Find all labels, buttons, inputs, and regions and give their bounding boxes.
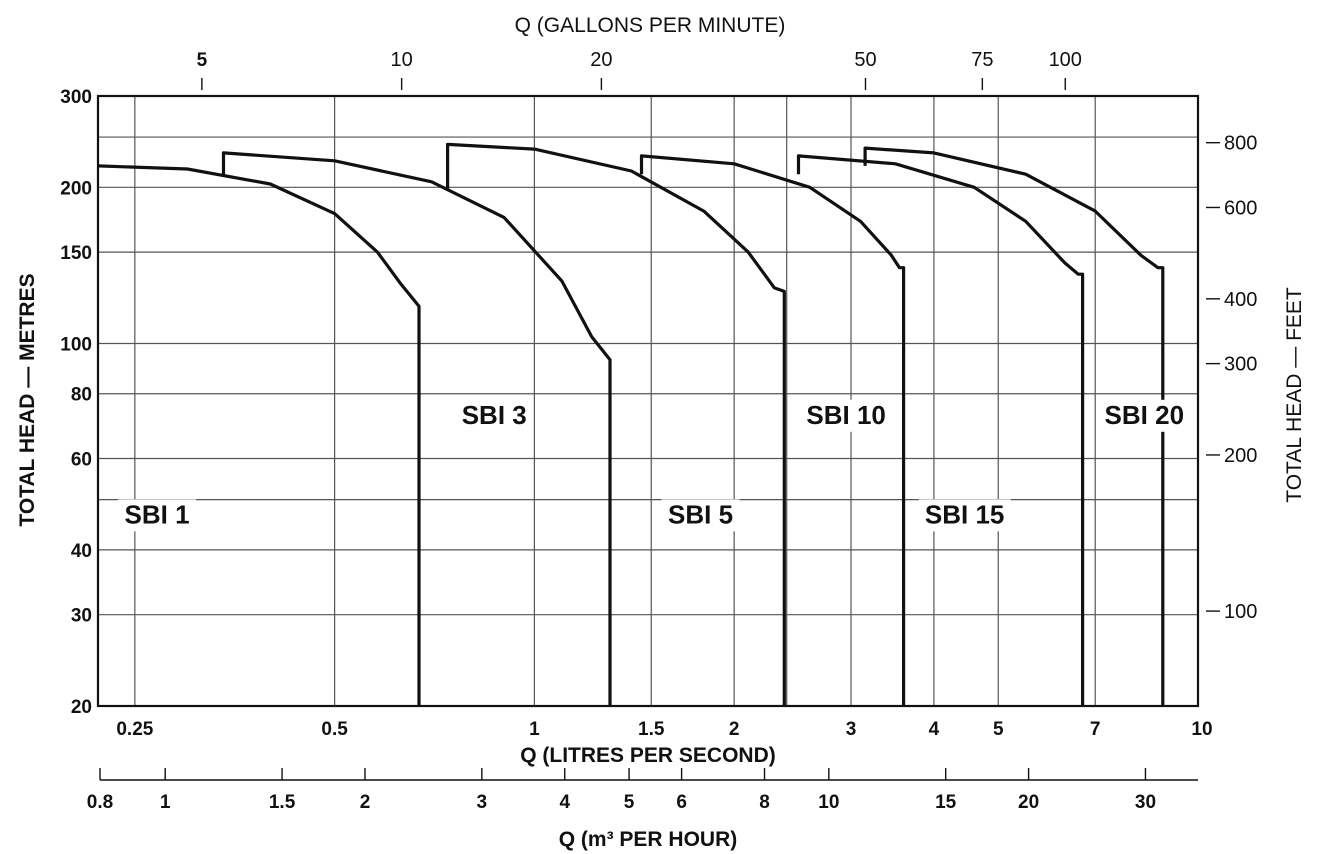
pump-curves xyxy=(97,142,1165,706)
series-label-sbi-3: SBI 3 xyxy=(462,400,527,430)
m3-tick-label: 4 xyxy=(559,792,570,813)
right-tick-label: 100 xyxy=(1224,601,1257,623)
right-tick-label: 600 xyxy=(1224,197,1257,219)
m3-tick-label: 10 xyxy=(818,792,839,813)
curve-sbi-3 xyxy=(221,151,612,706)
y-axis-title: TOTAL HEAD — METRES xyxy=(16,273,39,526)
x-tick-label: 2 xyxy=(729,719,740,740)
top-tick-label: 5 xyxy=(197,50,208,71)
x-tick-label: 0.5 xyxy=(321,719,348,740)
m3-tick-label: 1.5 xyxy=(269,792,296,813)
series-label-sbi-10: SBI 10 xyxy=(806,400,886,430)
top-tick-label: 10 xyxy=(391,49,413,71)
top-tick-label: 20 xyxy=(590,49,612,71)
series-label-backdrop xyxy=(1098,399,1191,432)
x-tick-label: 4 xyxy=(929,719,940,740)
x-tick-label: 7 xyxy=(1090,719,1101,740)
x-axis-title: Q (LITRES PER SECOND) xyxy=(520,744,776,767)
curve-sbi-15 xyxy=(796,154,1085,706)
series-label-sbi-1: SBI 1 xyxy=(125,499,190,529)
y-tick-label: 80 xyxy=(71,385,92,406)
series-labels: SBI 1 SBI 3 SBI 5 SBI 10 SBI 15 SBI 20 xyxy=(118,399,1191,532)
m3-axis-title: Q (m³ PER HOUR) xyxy=(559,828,738,851)
series-label-backdrop xyxy=(918,499,1011,532)
right-tick-label: 400 xyxy=(1224,289,1257,311)
series-label-backdrop xyxy=(455,399,534,432)
series-label-sbi-15: SBI 15 xyxy=(925,499,1005,529)
m3-tick-label: 3 xyxy=(477,792,488,813)
m3-tick-label: 6 xyxy=(676,792,687,813)
series-label-backdrop xyxy=(118,499,197,532)
x-tick-label: 5 xyxy=(993,719,1004,740)
m3-tick-label: 0.8 xyxy=(87,792,113,813)
series-label-backdrop xyxy=(661,499,740,532)
top-tick-label: 100 xyxy=(1049,49,1082,71)
m3-tick-label: 15 xyxy=(935,792,957,813)
y-tick-label: 20 xyxy=(71,697,92,718)
series-label-sbi-5: SBI 5 xyxy=(668,499,733,529)
top-tick-label: 50 xyxy=(854,49,876,71)
curve-sbi-5 xyxy=(446,142,786,706)
right-tick-label: 200 xyxy=(1224,445,1257,467)
y-tick-label: 200 xyxy=(60,178,92,199)
m3-tick-label: 8 xyxy=(759,792,770,813)
y-tick-label: 40 xyxy=(71,541,92,562)
plot-frame xyxy=(96,94,1200,708)
m3-tick-label: 5 xyxy=(624,792,635,813)
x-tick-label: 1 xyxy=(529,719,540,740)
x-tick-label: 3 xyxy=(846,719,857,740)
m3-tick-label: 30 xyxy=(1135,792,1156,813)
m3-tick-label: 2 xyxy=(360,792,371,813)
y-tick-label: 60 xyxy=(71,450,92,471)
series-label-sbi-20: SBI 20 xyxy=(1105,400,1185,430)
x-tick-label: 10 xyxy=(1191,719,1212,740)
m3-tick-label: 1 xyxy=(160,792,171,813)
series-label-backdrop xyxy=(800,399,893,432)
top-axis-title: Q (GALLONS PER MINUTE) xyxy=(515,14,786,37)
curve-sbi-10 xyxy=(639,154,906,706)
y-tick-label: 300 xyxy=(60,87,92,108)
right-tick-label: 300 xyxy=(1224,354,1257,376)
right-axis-title: TOTAL HEAD — FEET xyxy=(1283,287,1306,503)
axis-ticks xyxy=(99,78,1220,781)
right-tick-label: 800 xyxy=(1224,133,1257,155)
y-tick-label: 150 xyxy=(60,243,92,264)
x-tick-label: 1.5 xyxy=(638,719,665,740)
x-tick-label: 0.25 xyxy=(116,719,153,740)
top-tick-label: 75 xyxy=(971,49,993,71)
curve-sbi-20 xyxy=(863,146,1165,706)
grid-lines xyxy=(98,96,1198,706)
axis-tick-labels: 0.25 0.5 1 1.5 2 3 4 5 7 102030406080100150200300… xyxy=(60,49,1257,813)
y-tick-label: 100 xyxy=(60,334,92,355)
m3-tick-label: 20 xyxy=(1018,792,1039,813)
y-tick-label: 30 xyxy=(71,606,92,627)
curve-sbi-1 xyxy=(97,164,421,706)
